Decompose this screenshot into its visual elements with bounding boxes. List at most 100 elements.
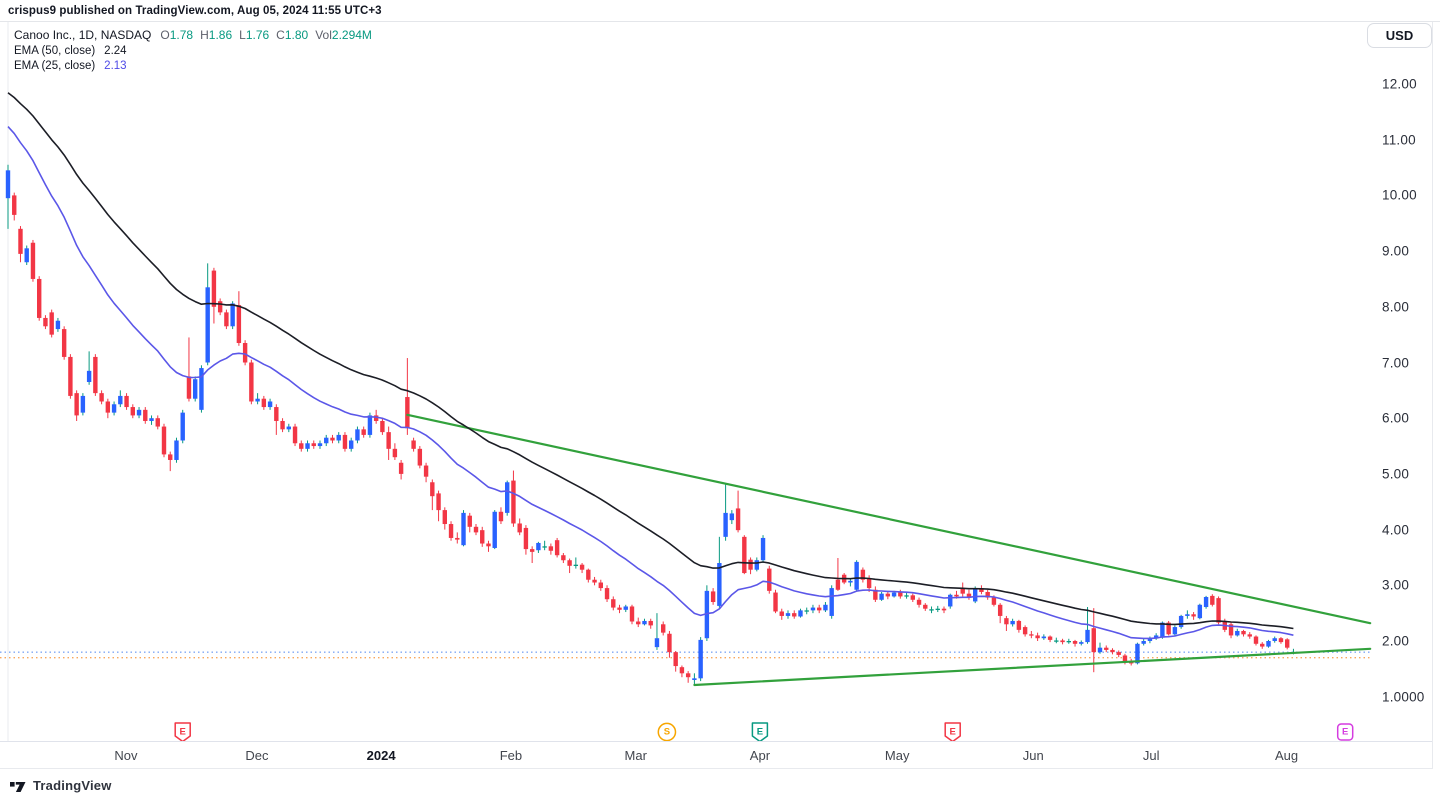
candle-up	[199, 368, 204, 410]
event-marker-e-3[interactable]: E	[944, 722, 961, 741]
candle-down	[436, 493, 441, 511]
candle-up	[267, 401, 273, 408]
candle-up	[879, 593, 884, 600]
candle-down	[217, 301, 223, 313]
time-tick-Feb: Feb	[499, 748, 523, 763]
event-letter: E	[180, 727, 186, 738]
candle-down	[68, 356, 73, 396]
time-tick-May: May	[884, 748, 910, 763]
candle-down	[679, 667, 685, 674]
candle-down	[467, 515, 472, 527]
candle-up	[255, 398, 260, 402]
ohlc-pair-c: C1.80	[276, 28, 309, 42]
candle-down	[43, 317, 48, 327]
candle-down	[49, 312, 54, 335]
candle-down	[748, 559, 753, 570]
candle-up	[180, 412, 185, 441]
candle-down	[12, 195, 17, 215]
candle-down	[448, 524, 454, 538]
time-axis[interactable]: Nov Dec 2024 Feb Mar Apr May Jun Jul Aug	[0, 741, 1432, 769]
symbol-legend-row[interactable]: Canoo Inc., 1D, NASDAQ O1.78 H1.86 L1.76 C1…	[14, 28, 379, 42]
currency-toggle-button[interactable]: USD	[1367, 23, 1432, 48]
candle-down	[885, 593, 891, 597]
candle-up	[149, 418, 154, 421]
candle-up	[973, 588, 978, 602]
candle-down	[604, 588, 610, 600]
candle-up	[810, 607, 816, 611]
candle-down	[18, 228, 23, 254]
candle-up	[1147, 638, 1153, 641]
ema25-legend-row[interactable]: EMA (25, close) 2.13	[14, 60, 379, 72]
candle-up	[1266, 641, 1271, 647]
candle-down	[941, 608, 947, 611]
candle-up	[205, 287, 210, 363]
candle-down	[517, 523, 522, 533]
candle-up	[542, 546, 547, 548]
candle-up	[1172, 627, 1178, 635]
time-tick-Jul: Jul	[1142, 748, 1160, 763]
time-tick-Dec: Dec	[245, 748, 269, 763]
trendline-upper[interactable]	[406, 413, 1372, 625]
candle-up	[623, 606, 628, 610]
candle-down	[392, 448, 398, 458]
candle-up	[704, 590, 710, 639]
candle-up	[729, 513, 735, 521]
event-marker-e-4[interactable]: E	[1336, 723, 1354, 741]
candle-down	[1047, 636, 1053, 640]
ema25-line[interactable]	[7, 126, 1294, 640]
candle-down	[898, 592, 903, 597]
candle-down	[648, 620, 653, 626]
candle-down	[211, 270, 217, 307]
candle-up	[854, 561, 859, 590]
candle-down	[1104, 647, 1109, 650]
candle-down	[1278, 638, 1284, 643]
candle-down	[423, 465, 429, 477]
candle-up	[1097, 647, 1103, 653]
ema50-line[interactable]	[7, 92, 1294, 630]
candle-down	[274, 407, 279, 421]
candle-down	[249, 362, 254, 402]
candle-down	[473, 526, 479, 533]
price-tick-10.00: 10.00	[1382, 187, 1417, 203]
candle-down	[1060, 640, 1065, 643]
candle-up	[5, 170, 11, 199]
candle-down	[99, 393, 104, 402]
candle-down	[1110, 649, 1115, 653]
candle-down	[923, 604, 928, 609]
price-tick-5.00: 5.00	[1382, 466, 1410, 482]
candle-down	[37, 278, 42, 318]
tradingview-watermark[interactable]: TradingView	[10, 778, 112, 793]
candle-down	[373, 415, 379, 421]
tradingview-logo-icon	[10, 781, 26, 792]
candle-down	[30, 242, 36, 279]
candle-down	[1216, 598, 1221, 623]
ema50-legend-row[interactable]: EMA (50, close) 2.24	[14, 45, 379, 57]
chart-right-border	[1432, 22, 1433, 769]
candle-down	[299, 443, 304, 449]
candle-up	[754, 560, 759, 570]
candle-down	[742, 536, 747, 574]
ohlc-pair-h: H1.86	[200, 28, 233, 42]
candle-down	[1210, 595, 1215, 605]
candle-down	[1166, 622, 1171, 635]
event-marker-s-1[interactable]: S	[657, 722, 677, 741]
candle-up	[1235, 630, 1240, 636]
candle-down	[168, 454, 173, 460]
trendline-lower[interactable]	[693, 647, 1372, 687]
candle-down	[405, 397, 410, 429]
candle-down	[710, 591, 716, 603]
candle-up	[1010, 620, 1015, 625]
event-circle-icon	[657, 722, 677, 741]
candle-down	[779, 611, 784, 616]
candle-down	[979, 588, 984, 592]
event-marker-e-2[interactable]: E	[751, 722, 769, 741]
candle-down	[835, 579, 841, 590]
candle-up	[760, 537, 766, 561]
candle-up	[1160, 622, 1165, 638]
candle-down	[554, 540, 560, 556]
candle-down	[430, 482, 435, 497]
event-marker-e-0[interactable]: E	[174, 722, 191, 741]
candle-down	[143, 409, 148, 421]
